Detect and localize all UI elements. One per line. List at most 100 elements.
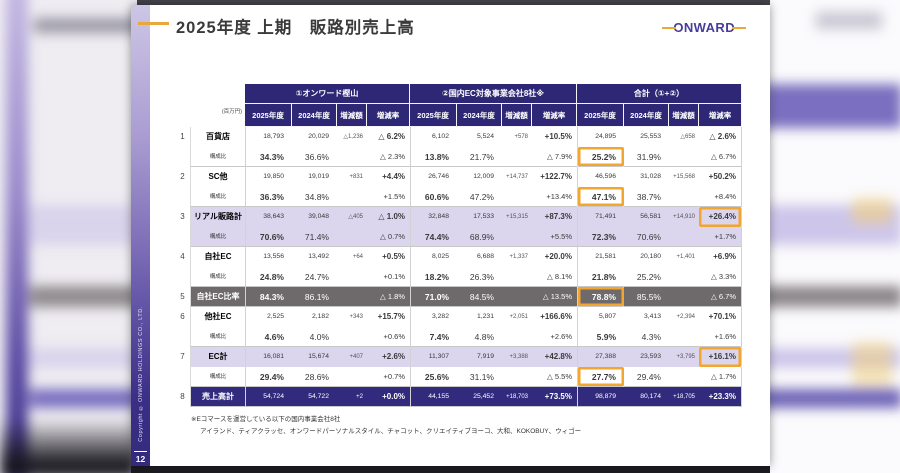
value-cell: +73.5% [532,387,577,407]
blur-gold-smudge [852,342,892,386]
row-label: 自社EC [190,247,245,267]
value-cell: 71.4% [292,227,337,247]
value-cell: 19,019 [292,167,337,187]
value-cell: 27,388 [577,347,624,367]
group-header: 合計（①+②） [577,84,742,104]
value-cell: +2,051 [502,307,532,327]
value-cell: △ 5.5% [532,367,577,387]
value-cell: +1.5% [367,187,410,207]
row-label: 構成比 [190,367,245,387]
value-cell: △ 8.1% [532,267,577,287]
value-cell: 36.6% [292,147,337,167]
logo-text: ONWARD [673,20,735,35]
value-cell: 47.2% [457,187,502,207]
column-header: 増減率 [532,104,577,127]
value-cell: 5,807 [577,307,624,327]
value-cell [337,147,367,167]
value-cell: 70.6% [245,227,292,247]
value-cell: 15,674 [292,347,337,367]
blur-band [30,389,137,408]
value-cell: 34.8% [292,187,337,207]
logo-line-left-icon [662,26,677,29]
bottom-shadow-bar [131,466,770,473]
row-number [175,147,190,167]
value-cell: +20.0% [532,247,577,267]
value-cell: 20,029 [292,127,337,147]
page-number-divider [134,451,147,452]
value-cell [502,187,532,207]
row-number: 7 [180,352,185,361]
value-cell: 19,850 [245,167,292,187]
value-cell [669,187,699,207]
value-cell: +70.1% [699,307,742,327]
page-number: 12 [135,454,146,464]
row-number: 6 [180,312,185,321]
value-cell [337,267,367,287]
value-cell: +10.5% [532,127,577,147]
value-cell: △ 1.7% [699,367,742,387]
value-cell: △ 1.8% [367,287,410,307]
column-header: 2024年度 [624,104,669,127]
blur-band [30,286,137,307]
value-cell: +5.5% [532,227,577,247]
row-label: 百貨店 [190,127,245,147]
value-cell: 13,492 [292,247,337,267]
value-cell: 4.3% [624,327,669,347]
column-header: 増減率 [367,104,410,127]
value-cell: +0.7% [367,367,410,387]
value-cell: △ 2.6% [699,127,742,147]
unit-label: (百万円) [221,109,242,115]
value-cell: +831 [337,167,367,187]
value-cell: +0.5% [367,247,410,267]
value-cell: +2.6% [367,347,410,367]
value-cell: 21,581 [577,247,624,267]
row-number [175,227,190,247]
value-cell [337,367,367,387]
blur-band [34,18,137,33]
value-cell [669,367,699,387]
value-cell: +2.6% [532,327,577,347]
blur-purple-streak [6,0,28,473]
value-cell: 31.1% [457,367,502,387]
row-label: 構成比 [190,187,245,207]
value-cell: 6,688 [457,247,502,267]
footnote-line-2: アイランド、ティアクラッセ、オンワードパーソナルスタイル、チャコット、クリエイテ… [200,427,582,435]
blur-band [816,12,882,29]
value-cell: △ 7.9% [532,147,577,167]
value-cell: +578 [502,127,532,147]
value-cell: +6.9% [699,247,742,267]
row-number: 8 [180,392,185,401]
value-cell: +64 [337,247,367,267]
value-cell: 80,174 [624,387,669,407]
row-number: 5 [180,292,185,301]
value-cell: 36.3% [245,187,292,207]
value-cell: △ 3.3% [699,267,742,287]
value-cell: 7,919 [457,347,502,367]
footnote: ※Eコマースを運営している以下の国内事業会社8社 アイランド、ティアクラッセ、オ… [191,414,581,437]
background-blur-right-content [770,0,900,473]
value-cell: 17,533 [457,207,502,227]
slide-title: 2025年度 上期 販路別売上高 [176,19,415,37]
value-cell: 18,793 [245,127,292,147]
value-cell: 13.8% [410,147,457,167]
value-cell: 4.0% [292,327,337,347]
title-accent-line [138,22,169,25]
row-number [175,327,190,347]
blur-dark-bottom [0,418,137,473]
value-cell: +1,337 [502,247,532,267]
value-cell: 24.8% [245,267,292,287]
value-cell: 32,848 [410,207,457,227]
column-header: 2024年度 [292,104,337,127]
column-header: 2024年度 [457,104,502,127]
row-number: 4 [180,252,185,261]
value-cell: 5,524 [457,127,502,147]
value-cell: 27.7% [577,367,624,387]
row-label: リアル販路計 [190,207,245,227]
value-cell: 16,081 [245,347,292,367]
value-cell: +2 [337,387,367,407]
value-cell: 34.3% [245,147,292,167]
row-label: 他社EC [190,307,245,327]
value-cell: 7.4% [410,327,457,347]
value-cell: 25.2% [577,147,624,167]
value-cell: +0.6% [367,327,410,347]
